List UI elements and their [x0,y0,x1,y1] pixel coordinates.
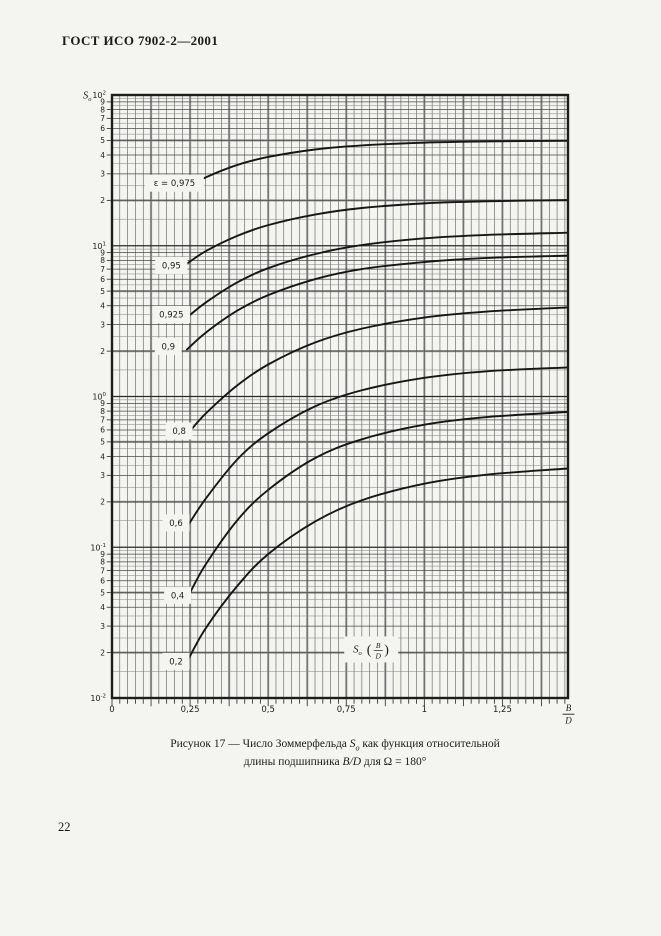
y-minor-label: 3 [100,170,105,179]
y-decade-label: 100 [92,392,106,402]
y-decade-label: 102 [92,91,106,101]
y-decade-label: 101 [92,241,106,251]
y-minor-label: 3 [100,320,105,329]
x-tick-label: 1,25 [493,705,512,715]
x-tick-label: 0,25 [181,705,200,715]
y-minor-label: 3 [100,622,105,631]
y-minor-label: 8 [100,256,105,265]
curve-eps-0.975 [184,139,569,190]
y-minor-label: 2 [100,498,105,507]
curve-label-eps-0.8: 0,8 [172,427,186,437]
x-tick-label: 0 [109,705,114,715]
svg-text:): ) [384,643,389,658]
y-minor-label: 4 [100,151,105,160]
caption-text: Рисунок 17 — Число Зоммерфельда [170,738,350,750]
curve-eps-0.2 [187,467,569,661]
y-minor-label: 7 [100,566,105,575]
svg-text:So: So [353,644,362,657]
x-tick-label: 0,75 [337,705,356,715]
svg-text:B: B [566,703,572,713]
curve-eps-0.95 [186,199,569,265]
y-minor-label: 2 [100,196,105,205]
curves [184,139,569,661]
y-decade-label: 10-2 [90,694,106,704]
y-minor-label: 3 [100,471,105,480]
curve-eps-0.4 [189,410,569,594]
y-minor-label: 5 [100,438,105,447]
x-tick-label: 1 [422,705,427,715]
svg-text:(: ( [367,643,372,658]
curve-label-eps-0.9: 0,9 [161,342,175,352]
curve-eps-0.6 [187,366,569,527]
y-minor-label: 7 [100,416,105,425]
y-minor-label: 5 [100,287,105,296]
y-minor-label: 5 [100,136,105,145]
curve-label-eps-0.975: ε = 0,975 [154,179,195,189]
curve-label-eps-0.4: 0,4 [171,591,185,601]
curve-label-eps-0.6: 0,6 [169,519,183,529]
curve-eps-0.925 [185,231,569,320]
svg-text:D: D [564,716,572,726]
y-minor-label: 6 [100,124,105,133]
y-minor-label: 9 [100,550,105,559]
y-minor-label: 5 [100,588,105,597]
curve-eps-0.8 [189,306,569,432]
y-minor-label: 4 [100,452,105,461]
y-minor-label: 6 [100,576,105,585]
y-minor-label: 2 [100,648,105,657]
bd-symbol: B/D [342,755,362,768]
curve-eps-0.9 [186,254,569,351]
figure-caption: Рисунок 17 — Число Зоммерфельда So как ф… [170,738,500,768]
document-header: ГОСТ ИСО 7902-2—2001 [62,33,219,48]
omega-symbol: Ω [383,755,393,768]
y-minor-label: 9 [100,98,105,107]
curve-labels: ε = 0,975 0,95 0,925 0,9 0,8 0,6 0,4 0,2 [145,174,204,670]
y-minor-label: 8 [100,558,105,567]
page-number: 22 [58,820,71,834]
y-minor-label: 6 [100,426,105,435]
y-minor-label: 7 [100,114,105,123]
y-decade-label: 10-1 [90,543,106,553]
x-axis-label-bd: BD [562,703,575,726]
axes: 0 0,25 0,5 0,75 1 1,2510210110010-110-2987654… [83,91,570,715]
svg-text:B: B [376,641,381,650]
y-minor-label: 4 [100,603,105,612]
y-minor-label: 6 [100,275,105,284]
y-minor-label: 8 [100,407,105,416]
so-symbol: So [349,738,360,753]
y-minor-label: 9 [100,248,105,257]
function-annotation: So ( BD) [344,636,399,663]
y-minor-label: 4 [100,302,105,311]
y-minor-label: 2 [100,347,105,356]
curve-label-eps-0.95: 0,95 [162,261,181,271]
sommerfeld-chart: ε = 0,9750,950,9250,90,80,60,40,2So(BD)0… [83,91,575,726]
y-minor-label: 9 [100,399,105,408]
y-minor-label: 8 [100,105,105,114]
svg-text:D: D [375,651,382,660]
x-tick-label: 0,5 [261,705,275,715]
curve-label-eps-0.2: 0,2 [169,657,183,667]
y-minor-label: 7 [100,265,105,274]
curve-label-eps-0.925: 0,925 [159,310,183,320]
y-axis-symbol: So [83,91,92,104]
